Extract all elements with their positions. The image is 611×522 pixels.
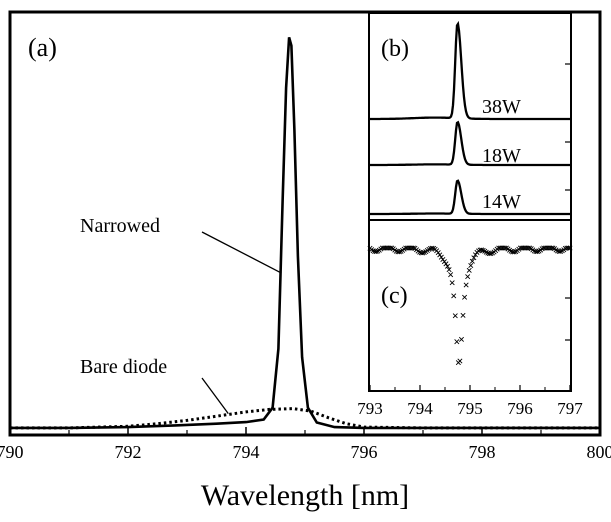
inset-c-point — [452, 313, 458, 319]
inset-c-point — [460, 312, 466, 318]
inset-b-traces — [370, 20, 570, 216]
inset-c-x-tick-label: 794 — [407, 399, 433, 418]
inset-c-point — [457, 358, 463, 364]
inset-c-point — [471, 255, 477, 261]
series-narrowed-line — [10, 36, 600, 430]
inset-c-point — [429, 245, 435, 251]
inset-c-point — [446, 267, 452, 273]
inset-c-point — [462, 294, 468, 300]
annotation-narrowed: Narrowed — [80, 215, 160, 237]
x-axis-label: Wavelength [nm] — [201, 479, 409, 512]
inset-c-point — [410, 245, 416, 251]
x-tick-label: 800 — [587, 442, 611, 462]
annotation-narrowed-leader — [201, 231, 282, 274]
inset-c-point — [558, 248, 564, 254]
inset-c-point — [435, 250, 441, 256]
inset-c-point — [458, 336, 464, 342]
inset-c-point — [511, 249, 517, 255]
x-tick-label: 790 — [0, 442, 24, 462]
x-tick-label: 796 — [351, 442, 378, 462]
inset-c-scatter — [367, 245, 573, 366]
panel-label-a: (a) — [28, 33, 57, 62]
inset-c-point — [451, 293, 457, 299]
inset-c-point — [445, 263, 451, 269]
inset-c-point — [438, 254, 444, 260]
inset-c-point — [527, 245, 533, 251]
inset-c-x-tick-label: 795 — [457, 399, 483, 418]
inset-c-point — [472, 252, 478, 258]
annotation-bare-diode: Bare diode — [80, 356, 167, 378]
panel-label-b: (b) — [381, 36, 409, 62]
inset-c-point — [373, 249, 379, 255]
inset-c-point — [396, 249, 402, 255]
inset-c-point — [534, 249, 540, 255]
inset-b-trace-18w — [370, 120, 570, 167]
inset-c-point — [465, 274, 471, 280]
inset-c-point — [565, 245, 571, 251]
inset-c-point — [479, 247, 485, 253]
x-tick-label: 792 — [115, 442, 142, 462]
inset-c-point — [420, 250, 426, 256]
series-bare-diode-line — [10, 407, 600, 430]
inset-c-point — [468, 262, 474, 268]
inset-c-x-tick-label: 793 — [357, 399, 383, 418]
inset-c-point — [454, 339, 460, 345]
inset-c-point — [502, 245, 508, 251]
inset-b-label-38w: 38W — [482, 96, 521, 118]
inset-c-point — [370, 248, 376, 254]
inset-c-point — [437, 252, 443, 258]
annotation-bare-diode-leader — [201, 377, 229, 415]
inset-c-x-ticks — [369, 385, 571, 391]
inset-frame — [368, 12, 572, 392]
inset-c-x-tick-labels: 793 794 795 796 797 — [357, 399, 583, 418]
inset-c-point — [463, 282, 469, 288]
inset-b-label-14w: 14W — [482, 191, 521, 213]
inset-b-trace-14w — [370, 179, 570, 216]
inset-b-trace-38w — [370, 20, 570, 121]
inset-c-point — [449, 280, 455, 286]
inset-c-point — [466, 267, 472, 273]
inset-c-point — [448, 272, 454, 278]
inset-c-point — [488, 251, 494, 257]
inset-b-right-ticks — [565, 63, 571, 191]
inset-c-x-tick-label: 797 — [557, 399, 583, 418]
main-x-tick-labels: 790 792 794 796 798 800 — [0, 442, 611, 462]
inset-c-right-ticks — [565, 297, 571, 341]
x-tick-label: 794 — [233, 442, 260, 462]
inset-c-point — [550, 245, 556, 251]
inset-c-point — [469, 258, 475, 264]
inset-b-label-18w: 18W — [482, 145, 521, 167]
x-tick-label: 798 — [469, 442, 496, 462]
inset-c-point — [443, 261, 449, 267]
inset-c-x-tick-label: 796 — [507, 399, 533, 418]
inset-c-point — [567, 245, 573, 251]
panel-label-c: (c) — [381, 283, 408, 309]
